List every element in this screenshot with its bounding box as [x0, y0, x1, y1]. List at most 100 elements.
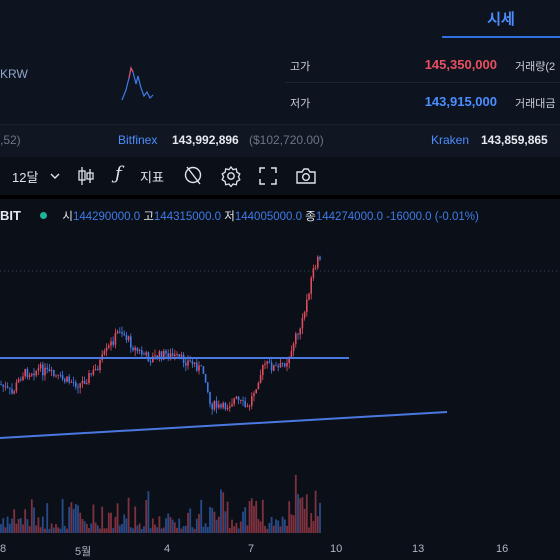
candle-body — [121, 332, 123, 334]
volume-bar — [2, 518, 5, 533]
candle-body — [281, 363, 284, 364]
volume-bar — [96, 525, 99, 533]
candle-body — [163, 350, 165, 360]
volume-bar — [140, 528, 143, 533]
volume-bar — [279, 526, 282, 533]
legend-open-label: 시 — [62, 211, 73, 223]
candle-body — [57, 374, 59, 376]
candle-body — [174, 354, 176, 357]
volume-bar — [303, 508, 306, 533]
x-tick-2: 4 — [164, 543, 171, 555]
legend-low-value: 144005000.0 — [234, 211, 303, 223]
candle-body — [53, 370, 55, 376]
tab-market[interactable]: 시세 — [442, 0, 560, 38]
candle-body — [253, 393, 255, 397]
candle-body — [211, 403, 213, 410]
candle-body — [246, 406, 249, 407]
volume-bar — [198, 513, 200, 533]
candle-body — [70, 382, 73, 383]
volume-bar — [171, 519, 174, 533]
volume-bar — [22, 524, 24, 533]
indicator-button[interactable]: 지표 — [140, 170, 164, 185]
volume-bar — [308, 527, 310, 533]
candle-body — [257, 382, 260, 390]
candle-body — [112, 341, 114, 345]
camera-icon[interactable] — [295, 167, 317, 185]
candle-body — [248, 405, 251, 407]
compare-icon[interactable] — [183, 164, 205, 186]
candle-body — [196, 362, 198, 371]
chevron-down-icon[interactable] — [50, 172, 60, 180]
candle-body — [39, 364, 42, 369]
volume-bar — [15, 523, 18, 533]
volume-bar — [261, 499, 264, 533]
volume-bar — [184, 525, 187, 533]
volume-bar — [275, 519, 277, 533]
volume-bar — [193, 528, 196, 533]
volume-bar — [264, 525, 266, 533]
interval-selector[interactable]: 12달 — [12, 170, 39, 185]
volume-bar — [314, 490, 317, 533]
volume-bar — [233, 526, 236, 533]
volume-bar — [110, 512, 112, 533]
candle-body — [81, 380, 84, 384]
candle-body — [11, 388, 13, 394]
candle-body — [317, 256, 319, 268]
candle-body — [134, 347, 136, 351]
kraken-name[interactable]: Kraken — [431, 133, 470, 147]
volume-bar — [180, 528, 183, 533]
volume-bar — [222, 492, 225, 533]
volume-bar — [0, 524, 2, 533]
candle-body — [169, 353, 172, 359]
volume-bar — [189, 508, 192, 533]
legend-high-label: 고 — [143, 211, 154, 223]
x-tick-3: 7 — [248, 543, 255, 555]
candle-body — [138, 350, 141, 352]
volume-bar — [48, 528, 51, 533]
volume-bar — [272, 525, 275, 533]
volume-bar — [35, 525, 38, 533]
candle-body — [312, 268, 315, 278]
candle-body — [218, 404, 220, 408]
volume-bar — [294, 474, 297, 533]
candle-body — [180, 354, 183, 357]
price-chart-area[interactable] — [0, 199, 560, 560]
fullscreen-icon[interactable] — [259, 167, 277, 185]
volume-bar — [125, 518, 128, 533]
candle-body — [262, 365, 264, 376]
volume-bar — [68, 506, 71, 533]
indicator-fx-icon[interactable]: ƒ — [115, 163, 122, 184]
candle-body — [229, 406, 231, 408]
volume-bar — [85, 523, 88, 533]
candle-body — [171, 353, 174, 357]
volume-bar — [72, 509, 75, 533]
volume-bar — [213, 511, 216, 533]
ascending-trend-line[interactable] — [0, 411, 448, 439]
candle-body — [9, 387, 11, 389]
volume-bar — [257, 519, 260, 533]
volume-bar — [270, 516, 273, 533]
candle-body — [231, 404, 233, 407]
candle-body — [290, 351, 293, 358]
candlestick-type-icon[interactable] — [77, 166, 95, 186]
volume-bar — [316, 516, 319, 533]
volume-bar — [105, 528, 108, 533]
volume-bar — [268, 522, 271, 533]
candle-body — [2, 384, 4, 387]
candle-body — [22, 376, 24, 381]
legend-high-value: 144315000.0 — [153, 211, 222, 223]
volume-bar — [217, 516, 220, 533]
volume-bar — [17, 519, 20, 533]
volume-bar — [24, 509, 27, 533]
volume-bar — [211, 507, 214, 533]
volume-bar — [81, 518, 84, 533]
bitfinex-name[interactable]: Bitfinex — [118, 133, 158, 147]
candle-body — [292, 343, 295, 352]
exchange-price-strip — [0, 124, 560, 158]
candlestick-chart[interactable] — [0, 199, 560, 539]
candle-body — [319, 256, 321, 260]
settings-gear-icon[interactable] — [220, 165, 242, 187]
volume-bar — [37, 517, 40, 533]
amount-label: 거래대금 — [515, 98, 556, 110]
top-nav: 시세 — [0, 0, 560, 38]
